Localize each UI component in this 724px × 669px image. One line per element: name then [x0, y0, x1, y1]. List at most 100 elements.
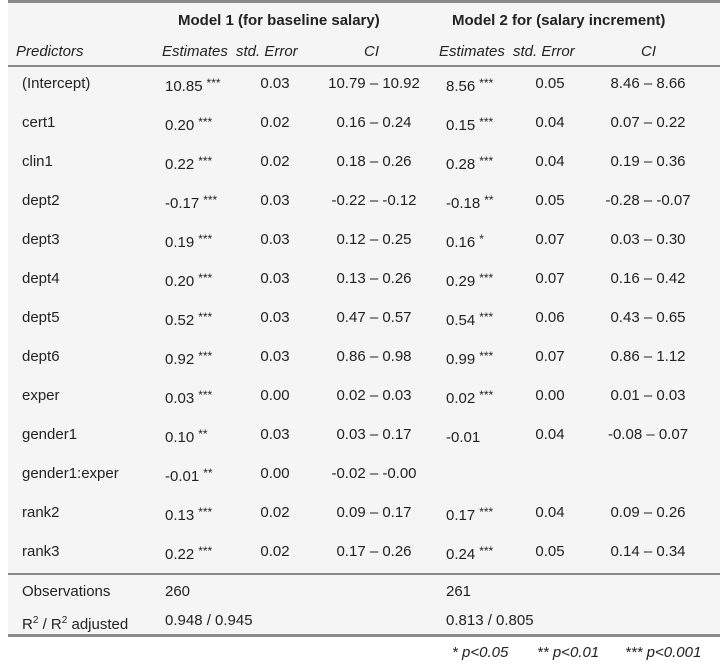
cell-name: (Intercept)	[22, 75, 91, 92]
cell-m1-est: 0.92 ***	[165, 349, 213, 368]
cell-name: dept6	[22, 348, 60, 365]
cell-m2-est: 0.16 *	[446, 232, 484, 251]
ci-header-m2: CI	[641, 43, 656, 60]
significance-stars: ***	[198, 271, 213, 285]
significance-stars: ***	[479, 505, 494, 519]
significance-stars: ***	[198, 505, 213, 519]
cell-name: dept2	[22, 192, 60, 209]
significance-stars: ***	[198, 544, 213, 558]
estimates-header-m1: Estimates	[162, 43, 228, 60]
cell-m1-est: -0.01 **	[165, 466, 213, 485]
cell-m1-se: 0.03	[260, 270, 290, 287]
cell-m1-est: 0.20 ***	[165, 271, 213, 290]
r2-m2: 0.813 / 0.805	[446, 612, 534, 629]
model1-title: Model 1 (for baseline salary)	[178, 12, 380, 29]
cell-m1-est: 0.10 **	[165, 427, 208, 446]
cell-m2-ci: 0.01 – 0.03	[610, 387, 686, 404]
r2-m1: 0.948 / 0.945	[165, 612, 253, 629]
cell-name: cert1	[22, 114, 56, 131]
cell-m2-se: 0.04	[535, 504, 565, 521]
cell-m1-se: 0.03	[260, 231, 290, 248]
cell-m2-se: 0.05	[535, 543, 565, 560]
cell-m1-se: 0.00	[260, 465, 290, 482]
cell-name: gender1:exper	[22, 465, 119, 482]
cell-m1-ci: 0.17 – 0.26	[336, 543, 412, 560]
cell-m2-ci: 0.19 – 0.36	[610, 153, 686, 170]
cell-m1-est: 0.13 ***	[165, 505, 213, 524]
p-note-2: ** p<0.01	[537, 644, 600, 661]
observations-m2: 261	[446, 583, 472, 600]
significance-stars: ***	[479, 115, 494, 129]
significance-stars: **	[198, 427, 208, 441]
cell-name: dept5	[22, 309, 60, 326]
cell-m1-est: 0.52 ***	[165, 310, 213, 329]
significance-stars: **	[203, 466, 213, 480]
cell-m2-est	[446, 468, 450, 486]
model2-title: Model 2 for (salary increment)	[452, 12, 666, 29]
p-note-3: *** p<0.001	[625, 644, 702, 661]
cell-m1-se: 0.03	[260, 348, 290, 365]
cell-name: dept3	[22, 231, 60, 248]
cell-m1-est: 0.03 ***	[165, 388, 213, 407]
significance-stars: ***	[479, 271, 494, 285]
cell-m2-se: 0.07	[535, 270, 565, 287]
cell-m2-se: 0.04	[535, 426, 565, 443]
cell-m2-est: 0.17 ***	[446, 505, 494, 524]
significance-stars: ***	[479, 349, 494, 363]
std-error-header-m1: std. Error	[236, 43, 298, 60]
cell-m2-est: 0.29 ***	[446, 271, 494, 290]
cell-m2-est: 8.56 ***	[446, 76, 494, 95]
cell-m1-est: 0.22 ***	[165, 154, 213, 173]
cell-m2-est: 0.15 ***	[446, 115, 494, 134]
cell-m1-se: 0.00	[260, 387, 290, 404]
significance-stars: ***	[479, 310, 494, 324]
cell-m2-ci: 0.14 – 0.34	[610, 543, 686, 560]
cell-m2-est: 0.28 ***	[446, 154, 494, 173]
cell-m1-se: 0.03	[260, 192, 290, 209]
cell-m1-ci: 0.16 – 0.24	[336, 114, 412, 131]
cell-m2-est: 0.24 ***	[446, 544, 494, 563]
significance-stars: ***	[203, 193, 218, 207]
significance-stars: ***	[198, 349, 213, 363]
bottom-rule	[8, 634, 720, 637]
top-rule	[8, 0, 720, 3]
body-rule	[8, 573, 720, 575]
significance-stars: ***	[198, 232, 213, 246]
cell-m1-ci: 0.03 – 0.17	[336, 426, 412, 443]
significance-stars: ***	[479, 154, 494, 168]
significance-stars: ***	[206, 76, 221, 90]
cell-m1-se: 0.03	[260, 426, 290, 443]
cell-m2-se: 0.04	[535, 153, 565, 170]
ci-header-m1: CI	[364, 43, 379, 60]
cell-name: clin1	[22, 153, 53, 170]
cell-m2-se: 0.00	[535, 387, 565, 404]
significance-stars: *	[479, 232, 484, 246]
cell-m2-ci: 0.09 – 0.26	[610, 504, 686, 521]
cell-m1-ci: -0.22 – -0.12	[331, 192, 417, 209]
cell-m1-se: 0.02	[260, 543, 290, 560]
significance-stars: ***	[198, 154, 213, 168]
cell-m1-se: 0.02	[260, 153, 290, 170]
significance-stars: **	[484, 193, 494, 207]
cell-m2-se: 0.06	[535, 309, 565, 326]
cell-m2-est: 0.02 ***	[446, 388, 494, 407]
cell-m2-ci: 0.43 – 0.65	[610, 309, 686, 326]
cell-name: dept4	[22, 270, 60, 287]
cell-m2-ci: -0.08 – 0.07	[607, 426, 689, 443]
observations-label: Observations	[22, 583, 111, 600]
cell-m2-ci: 0.07 – 0.22	[610, 114, 686, 131]
cell-m1-se: 0.02	[260, 114, 290, 131]
cell-m1-ci: 0.09 – 0.17	[336, 504, 412, 521]
cell-m2-ci: 8.46 – 8.66	[610, 75, 686, 92]
significance-stars: ***	[198, 115, 213, 129]
cell-m2-ci: -0.28 – -0.07	[605, 192, 691, 209]
observations-m1: 260	[165, 583, 191, 600]
cell-m2-ci: 0.16 – 0.42	[610, 270, 686, 287]
cell-name: gender1	[22, 426, 78, 443]
cell-m2-se: 0.04	[535, 114, 565, 131]
predictors-header: Predictors	[16, 43, 84, 60]
cell-m1-est: 0.22 ***	[165, 544, 213, 563]
cell-name: rank2	[22, 504, 60, 521]
cell-m1-ci: 0.12 – 0.25	[336, 231, 412, 248]
cell-m1-est: -0.17 ***	[165, 193, 218, 212]
